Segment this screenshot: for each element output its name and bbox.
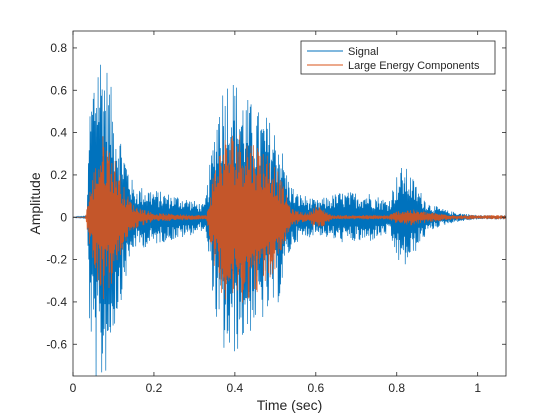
legend-box: [300, 40, 496, 75]
y-tick-label: 0.4: [50, 126, 67, 140]
x-tick-label: 0: [70, 381, 77, 395]
x-tick-label: 0.4: [227, 381, 244, 395]
x-tick-label: 0.2: [146, 381, 163, 395]
y-axis-label: Amplitude: [27, 172, 43, 234]
series-line-large-energy-components: [73, 134, 506, 303]
legend-label: Signal: [348, 46, 379, 58]
y-tick-label: -0.4: [46, 295, 67, 309]
x-tick-label: 1: [474, 381, 481, 395]
axes-box: [72, 30, 507, 377]
y-tick-label: -0.6: [46, 337, 67, 351]
y-tick-label: 0.6: [50, 83, 67, 97]
legend-label: Large Energy Components: [348, 60, 480, 72]
y-tick-label: 0.2: [50, 168, 67, 182]
x-tick-label: 0.6: [307, 381, 324, 395]
y-tick-label: 0.8: [50, 41, 67, 55]
legend: Signal Large Energy Components: [300, 40, 496, 75]
x-axis-label: Time (sec): [257, 397, 323, 413]
y-tick-label: 0: [60, 210, 67, 224]
series-layer: [73, 64, 506, 376]
ticks-layer: 0 0.2 0.4 0.6 0.8 1 -0.6 -0.4 -0.2 0 0.2 0.4 0.6 0.8: [46, 31, 506, 395]
x-tick-label: 0.8: [388, 381, 405, 395]
y-tick-label: -0.2: [46, 253, 67, 267]
